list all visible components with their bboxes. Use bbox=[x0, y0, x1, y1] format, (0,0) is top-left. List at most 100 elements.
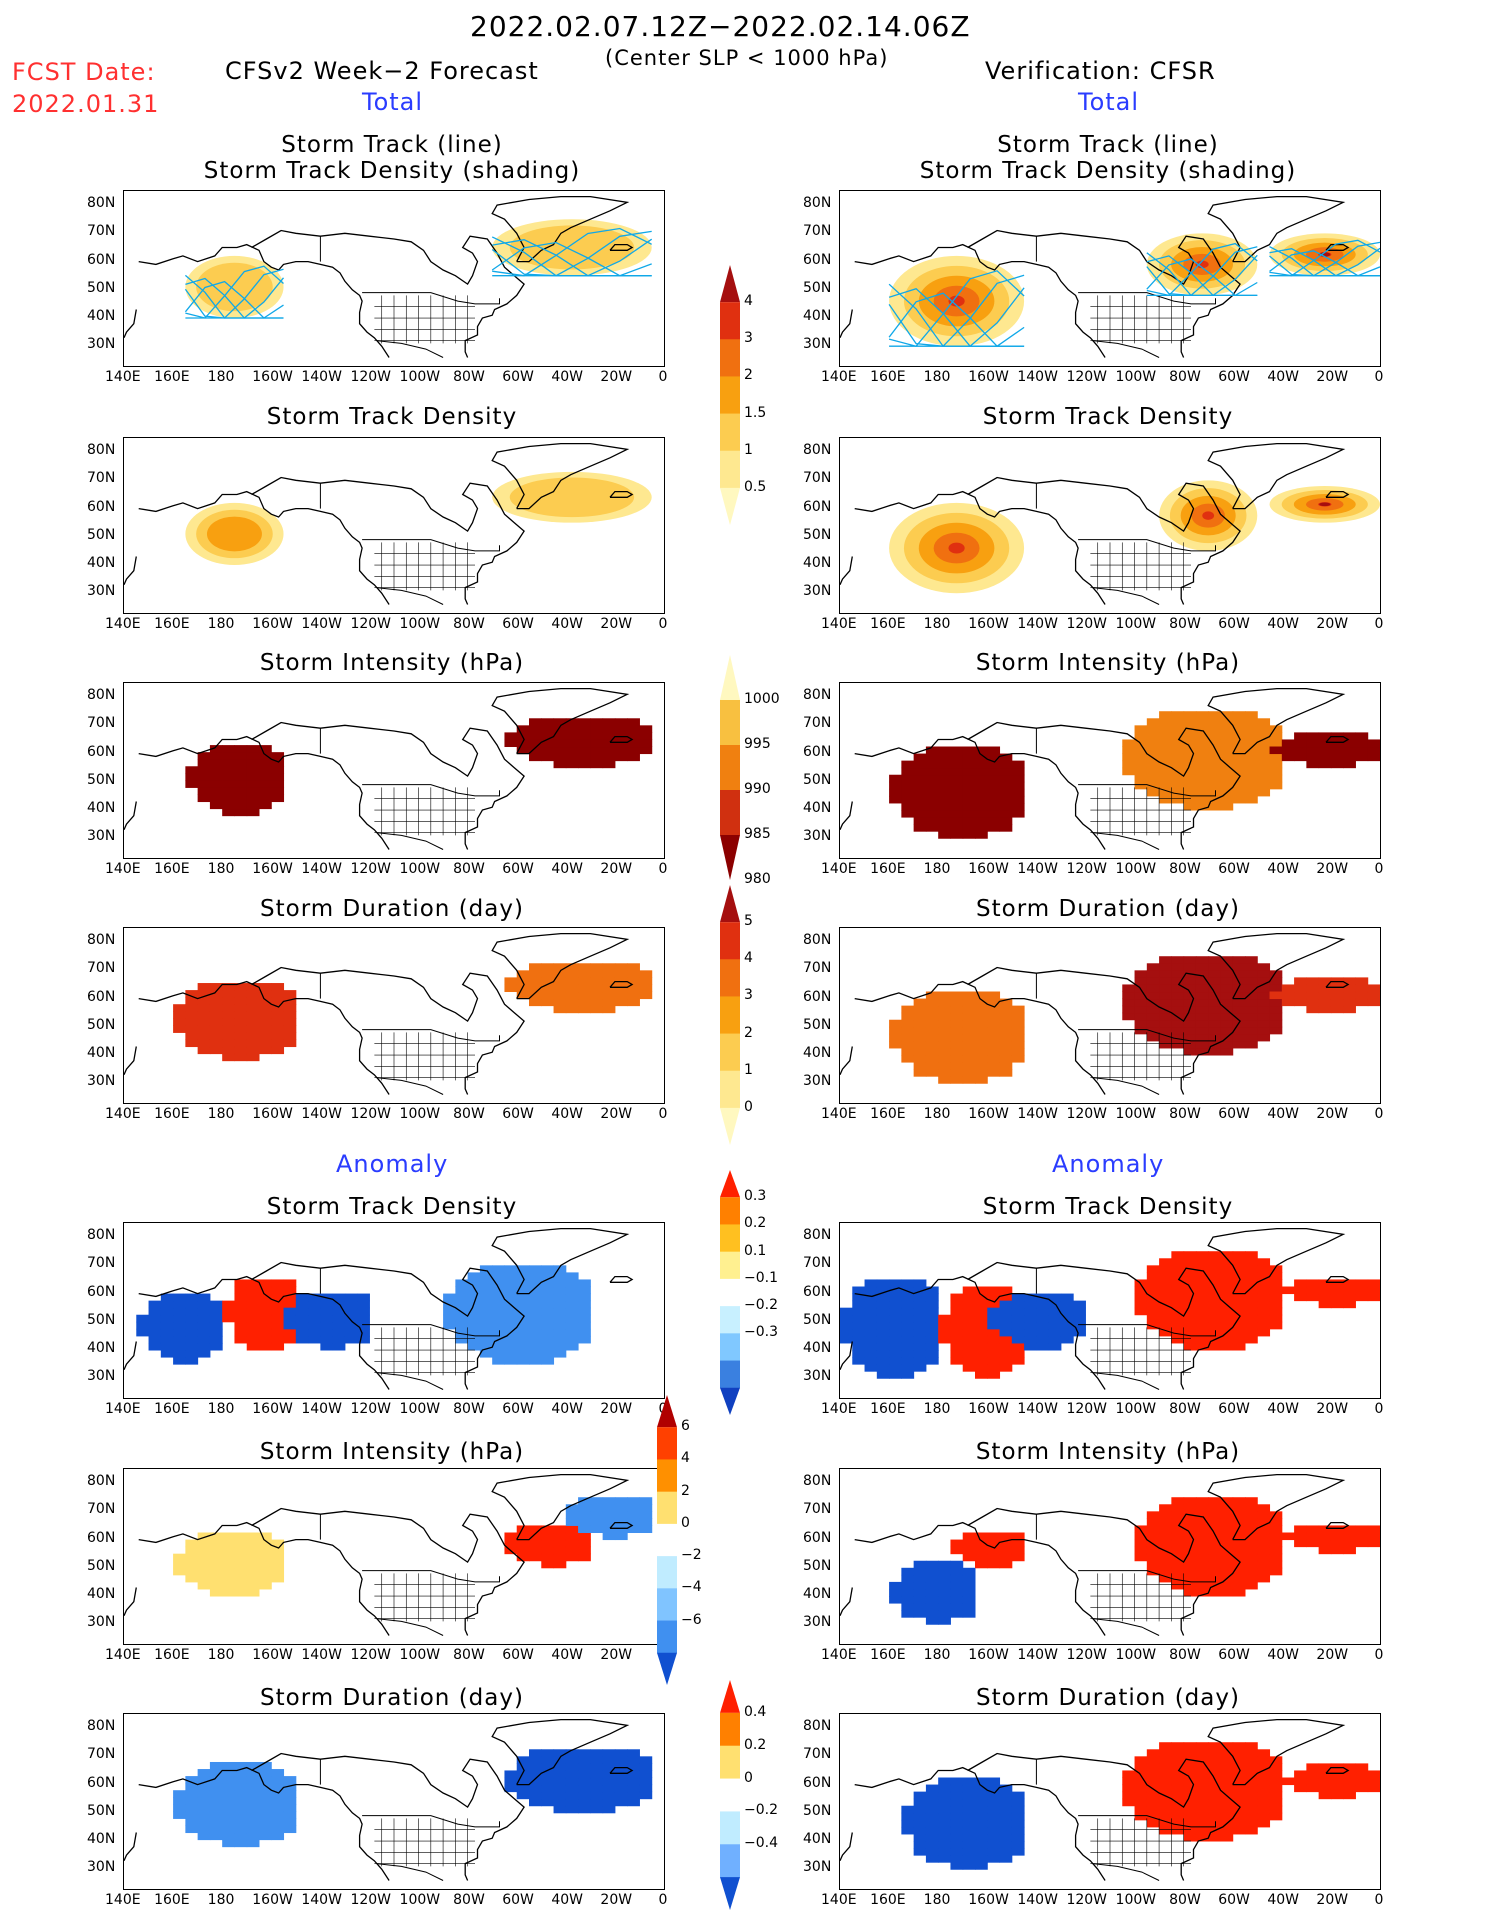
cell-2 bbox=[1159, 1574, 1172, 1583]
cell-3 bbox=[1183, 1342, 1197, 1351]
colorbar-swatch bbox=[720, 655, 740, 700]
cell-1 bbox=[1220, 1749, 1234, 1757]
cell-1 bbox=[529, 1525, 542, 1534]
title-density-anom-right: Storm Track Density bbox=[982, 1194, 1234, 1220]
lon-tick-label: 160W bbox=[968, 1892, 1009, 1908]
cell-1 bbox=[627, 991, 640, 1000]
cell-0 bbox=[185, 1300, 199, 1309]
cell-1 bbox=[1183, 1770, 1197, 1779]
cell-1 bbox=[1159, 1756, 1172, 1764]
cell-0 bbox=[938, 1833, 951, 1842]
cell-1 bbox=[529, 1770, 542, 1779]
cell-1 bbox=[975, 1314, 988, 1323]
cell-2 bbox=[1367, 739, 1380, 748]
cell-0 bbox=[271, 787, 285, 795]
cell-1 bbox=[1269, 1777, 1283, 1786]
cell-2 bbox=[1208, 1497, 1221, 1505]
lat-tick-label: 30N bbox=[803, 1859, 832, 1876]
cell-0 bbox=[950, 1862, 964, 1870]
cell-0 bbox=[925, 774, 939, 783]
cell-0 bbox=[283, 1004, 297, 1012]
cell-0 bbox=[246, 1567, 260, 1576]
cell-1 bbox=[1146, 746, 1160, 755]
cell-0 bbox=[913, 781, 927, 790]
cell-1 bbox=[1245, 795, 1258, 804]
cell-3 bbox=[1257, 1279, 1271, 1288]
cell-1 bbox=[614, 1791, 628, 1800]
lat-tick-label: 80N bbox=[87, 932, 116, 949]
cell-0 bbox=[271, 1546, 285, 1555]
cell-0 bbox=[975, 1055, 988, 1063]
cell-3 bbox=[1195, 1307, 1209, 1316]
cell-0 bbox=[283, 1018, 297, 1026]
cell-0 bbox=[234, 766, 248, 774]
lon-tick-label: 0 bbox=[658, 369, 668, 385]
cell-1 bbox=[578, 1756, 591, 1764]
cell-1 bbox=[541, 1560, 555, 1569]
cell-1 bbox=[541, 1791, 555, 1800]
cell-2 bbox=[1011, 1328, 1025, 1337]
cell-1 bbox=[1220, 718, 1234, 726]
cell-0 bbox=[987, 1777, 1001, 1786]
cell-3 bbox=[1343, 1539, 1356, 1548]
storm-track-line bbox=[1146, 254, 1258, 297]
lat-tick-label: 40N bbox=[803, 1831, 832, 1848]
colorbar-swatch bbox=[720, 1877, 740, 1910]
cell-1 bbox=[1195, 753, 1209, 762]
cell-1 bbox=[1208, 1019, 1221, 1028]
cell-1 bbox=[1159, 1012, 1172, 1021]
storm-track-line bbox=[1146, 242, 1258, 297]
cell-1 bbox=[602, 991, 616, 1000]
cell-3 bbox=[1183, 1328, 1197, 1337]
cell-1 bbox=[627, 1798, 640, 1807]
cell-1 bbox=[1208, 1749, 1221, 1757]
cell-3 bbox=[1245, 1335, 1258, 1344]
cell-0 bbox=[925, 1617, 939, 1625]
cell-2 bbox=[1245, 1553, 1258, 1562]
cell-0 bbox=[197, 1314, 211, 1323]
cell-2 bbox=[1146, 1525, 1160, 1534]
cell-2 bbox=[1257, 1525, 1271, 1534]
cell-3 bbox=[1134, 1286, 1148, 1295]
cell-3 bbox=[1269, 1321, 1283, 1330]
cell-1 bbox=[1146, 774, 1160, 783]
cell-3 bbox=[553, 1342, 567, 1351]
cell-1 bbox=[1146, 1756, 1160, 1764]
cell-1 bbox=[1257, 1770, 1271, 1779]
cell-0 bbox=[864, 1293, 878, 1302]
cell-0 bbox=[246, 1588, 260, 1597]
cell-2 bbox=[1343, 998, 1356, 1007]
cell-3 bbox=[1245, 1321, 1258, 1330]
cell-1 bbox=[1208, 1833, 1221, 1842]
cell-0 bbox=[962, 1588, 976, 1597]
cell-0 bbox=[246, 1818, 260, 1826]
cell-4 bbox=[1294, 1279, 1307, 1288]
cell-0 bbox=[173, 1321, 186, 1330]
cell-1 bbox=[1245, 998, 1258, 1007]
cell-0 bbox=[901, 1040, 915, 1049]
cell-0 bbox=[197, 1293, 211, 1302]
cell-0 bbox=[283, 1025, 297, 1033]
cell-0 bbox=[913, 1335, 927, 1344]
cell-1 bbox=[578, 753, 591, 762]
cell-0 bbox=[197, 1804, 211, 1812]
cell-0 bbox=[950, 1062, 964, 1070]
cell-0 bbox=[987, 760, 1001, 769]
cell-0 bbox=[901, 1293, 915, 1302]
cell-3 bbox=[455, 1279, 469, 1288]
cell-0 bbox=[925, 760, 939, 769]
cell-0 bbox=[950, 1026, 964, 1035]
cell-3 bbox=[1232, 1279, 1246, 1288]
cell-2 bbox=[1330, 1784, 1344, 1793]
cell-1 bbox=[1232, 1819, 1246, 1828]
cell-1 bbox=[1269, 760, 1283, 769]
cell-3 bbox=[467, 1314, 481, 1323]
title-track-right-2: Storm Track Density (shading) bbox=[919, 158, 1297, 184]
cell-2 bbox=[1355, 984, 1369, 993]
cell-2 bbox=[1294, 977, 1307, 985]
cell-1 bbox=[639, 732, 653, 740]
cell-0 bbox=[938, 1617, 951, 1625]
cell-0 bbox=[160, 1342, 174, 1351]
cell-0 bbox=[246, 1783, 260, 1791]
cell-0 bbox=[209, 1832, 223, 1841]
